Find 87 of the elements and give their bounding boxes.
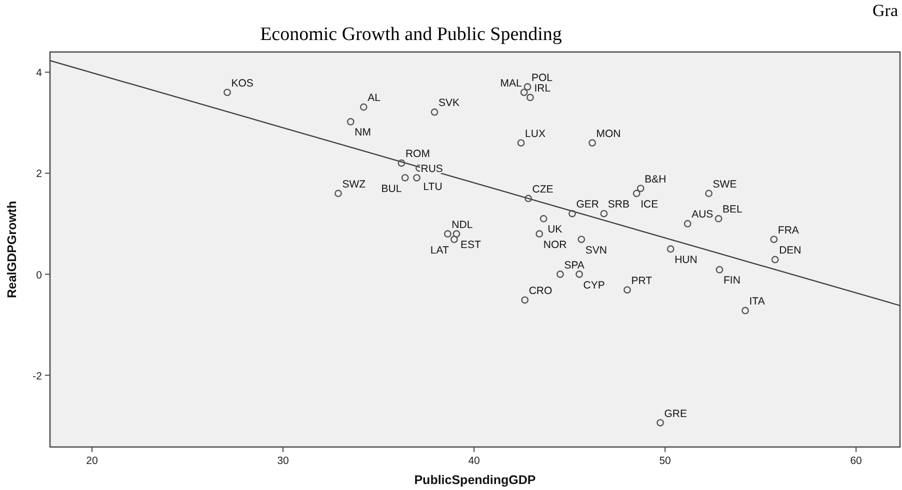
data-label: BEL [722,204,743,216]
data-label: DEN [779,244,802,257]
data-label: SRB [608,198,630,211]
data-label: ITA [749,296,765,308]
point [600,210,608,218]
data-label: NDL [452,218,473,231]
point [576,270,583,278]
data-label: ROM [405,148,430,160]
point [656,419,664,426]
point [346,118,354,126]
x-tick-label: 60 [850,455,862,467]
point [714,215,722,222]
point [770,236,778,244]
point [578,236,586,244]
point [624,286,631,294]
data-label: UK [548,224,562,236]
data-label: NM [354,126,371,139]
data-label: SWE [712,178,737,190]
point [588,139,596,147]
data-label: SPA [564,259,584,272]
y-tick-label: -2 [32,370,42,382]
point [705,190,712,198]
data-label: POL [532,72,553,84]
data-label: NOR [543,238,568,251]
point [334,190,342,198]
point [636,184,644,192]
y-tick-label: 4 [36,67,42,80]
data-label: MAL [500,77,522,90]
point [716,266,724,274]
data-label: SVK [438,97,460,110]
data-label: LAT [430,244,450,256]
point [452,230,460,238]
point [771,256,779,264]
x-tick-label: 20 [86,455,98,467]
data-label: BUL [381,182,402,195]
data-label: GER [576,198,600,211]
point [666,245,674,253]
x-tick-label: 50 [659,455,672,467]
data-label: MON [596,128,621,140]
data-label: AL [368,92,381,104]
data-label: AUS [692,208,714,221]
point [413,174,420,182]
x-tick-label: 30 [277,455,290,467]
point [520,88,528,96]
data-label: HUN [674,254,698,266]
data-label: CYP [583,279,605,292]
data-label: B&H [644,173,666,186]
data-label: FIN [723,274,740,287]
x-tick-label: 40 [468,455,480,467]
data-label: LTU [423,181,442,194]
point [401,174,409,182]
text: Gra [872,1,898,20]
point [360,103,368,111]
data-label: FRA [778,224,799,236]
y-tick-label: 2 [36,168,42,180]
point [556,270,564,278]
x-axis-title: PublicSpendingGDP [414,473,536,487]
data-label: KOS [231,77,254,90]
point [524,83,532,91]
y-tick-label: 0 [36,269,42,282]
point [684,220,692,228]
data-label: SWZ [342,178,366,190]
y-axis-title: RealGDPGrowth [5,200,19,298]
data-label: PRT [631,274,653,287]
chart-title: Economic Growth and Public Spending [260,24,562,45]
data-label: EST [460,238,482,251]
data-label: CZE [532,183,554,196]
data-label: LUX [525,128,546,140]
point [526,94,534,102]
point [398,159,406,167]
data-label: GRE [664,408,688,420]
point [430,108,438,116]
point [521,296,529,304]
point [742,306,749,314]
point [568,210,576,218]
point [517,139,525,147]
point [524,194,532,202]
data-label: SVN [585,244,607,256]
point [444,230,452,238]
data-label: CRO [528,285,552,298]
point [450,236,458,244]
point [536,230,544,238]
point [632,190,640,198]
point [224,88,231,96]
data-label: IRL [534,82,551,94]
data-label: ICE [640,198,658,210]
point [540,215,548,222]
